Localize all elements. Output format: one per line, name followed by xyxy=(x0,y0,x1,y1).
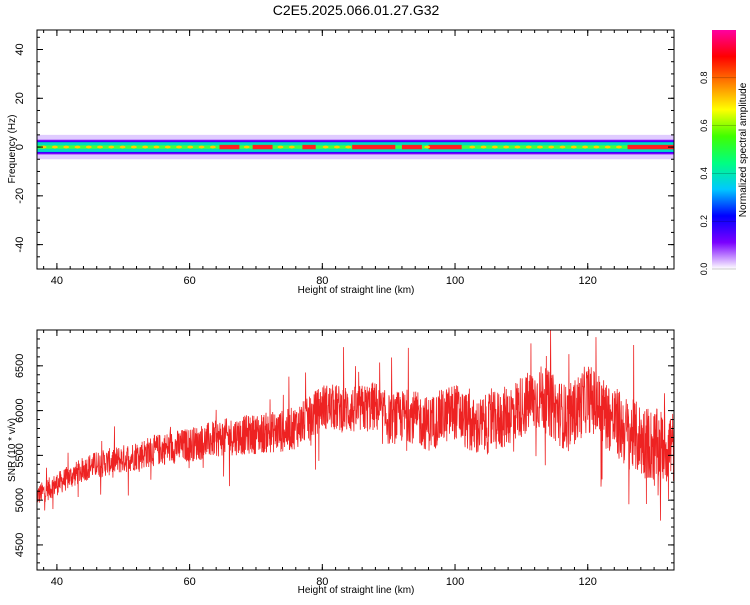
snr-x-ticks: 40 60 80 100 120 xyxy=(43,330,668,588)
band-hotspot xyxy=(525,145,532,149)
band-peak-segment xyxy=(352,144,396,150)
spectrogram-y-tick-label: -20 xyxy=(14,188,26,204)
band-hotspot xyxy=(187,145,194,149)
spectrogram-y-tick-label: 40 xyxy=(14,43,26,55)
band-hotspot xyxy=(288,145,295,149)
band-hotspot xyxy=(142,145,149,149)
band-hotspot xyxy=(97,145,104,149)
band-peak-segment xyxy=(401,144,422,150)
snr-x-axis-label: Height of straight line (km) xyxy=(298,585,415,596)
band-hotspot xyxy=(198,145,205,149)
band-hotspot xyxy=(164,145,171,149)
band-hotspot xyxy=(570,145,577,149)
spectrogram-y-axis-label: Frequency (Hz) xyxy=(7,115,18,184)
spectrogram-y-tick-label: 20 xyxy=(14,92,26,104)
band-hotspot xyxy=(153,145,160,149)
band-hotspot xyxy=(503,145,510,149)
colorbar-tick-label: 0.2 xyxy=(699,215,709,228)
spectrogram-x-tick-label: 80 xyxy=(316,275,328,287)
band-hotspot xyxy=(119,145,126,149)
snr-y-tick-label: 6500 xyxy=(14,354,26,378)
spectrogram-y-ticks: 40 20 0 -20 -40 xyxy=(14,36,674,270)
spectrogram-frame xyxy=(36,29,675,270)
spectrogram-x-tick-label: 60 xyxy=(183,275,195,287)
snr-y-ticks: 4500 5000 5500 6000 6500 xyxy=(14,329,674,564)
band-hotspot xyxy=(548,145,555,149)
colorbar-ticks: 0.0 0.2 0.4 0.6 0.8 xyxy=(699,72,736,276)
band-hotspot xyxy=(593,145,600,149)
band-hotspot xyxy=(85,145,92,149)
colorbar-tick-label: 0.8 xyxy=(699,72,709,85)
spectrogram-y-tick-label: 0 xyxy=(14,144,26,150)
spectrogram-x-tick-label: 40 xyxy=(51,275,63,287)
band-hotspot xyxy=(130,145,137,149)
snr-y-tick-label: 6000 xyxy=(14,398,26,422)
band-hotspot xyxy=(469,145,476,149)
band-hotspot xyxy=(175,145,182,149)
band-hotspot xyxy=(74,145,81,149)
spectrogram-x-tick-label: 100 xyxy=(446,275,464,287)
snr-y-tick-label: 5500 xyxy=(14,443,26,467)
spectrogram-x-tick-label: 120 xyxy=(579,275,597,287)
band-hotspot xyxy=(322,145,329,149)
snr-x-tick-label: 60 xyxy=(183,576,195,588)
snr-x-tick-label: 80 xyxy=(316,576,328,588)
spectrogram-x-axis-label: Height of straight line (km) xyxy=(298,285,415,296)
band-hotspot xyxy=(491,145,498,149)
band-peak-segment xyxy=(428,144,462,150)
colorbar-tick-label: 0.4 xyxy=(699,167,709,180)
snr-x-tick-label: 40 xyxy=(51,576,63,588)
band-peak-segment xyxy=(302,144,316,150)
snr-series-line xyxy=(37,330,674,521)
spectrogram-x-ticks: 40 60 80 100 120 xyxy=(43,30,668,287)
band-hotspot xyxy=(615,145,622,149)
colorbar-gradient xyxy=(712,30,736,269)
band-hotspot xyxy=(277,145,284,149)
band-hotspot xyxy=(559,145,566,149)
band-hotspot xyxy=(480,145,487,149)
band-hotspot xyxy=(51,145,58,149)
colorbar-tick-label: 0.6 xyxy=(699,119,709,132)
band-hotspot xyxy=(243,145,250,149)
band-peak-segment xyxy=(252,144,273,150)
band-hotspot xyxy=(345,145,352,149)
spectrogram-panel: 40 60 80 100 120 40 20 0 -20 -40 Height of strai… xyxy=(7,29,675,296)
chart-title: C2E5.2025.066.01.27.G32 xyxy=(273,2,440,18)
snr-frame xyxy=(36,329,675,571)
band-hotspot xyxy=(63,145,70,149)
snr-y-axis-label: SNR (10 * v/v) xyxy=(7,418,18,482)
colorbar-tick-label: 0.0 xyxy=(699,263,709,276)
band-hotspot xyxy=(108,145,115,149)
band-hotspot xyxy=(514,145,521,149)
colorbar-label: Normalized spectral amplitude xyxy=(738,82,749,217)
snr-y-tick-label: 4500 xyxy=(14,533,26,557)
snr-panel: 40 60 80 100 120 4500 5000 5500 6000 6500 Height… xyxy=(7,329,675,596)
band-hotspot xyxy=(333,145,340,149)
band-hotspot xyxy=(536,145,543,149)
colorbar: 0.0 0.2 0.4 0.6 0.8 Normalized spectral ampl… xyxy=(699,30,749,275)
band-hotspot xyxy=(604,145,611,149)
snr-x-tick-label: 100 xyxy=(446,576,464,588)
snr-y-tick-label: 5000 xyxy=(14,488,26,512)
snr-x-tick-label: 120 xyxy=(579,576,597,588)
band-hotspot xyxy=(582,145,589,149)
spectral-band xyxy=(37,134,674,160)
band-peak-segment xyxy=(219,144,240,150)
band-hotspot xyxy=(40,145,47,149)
band-hotspot xyxy=(209,145,216,149)
band-hotspot xyxy=(424,145,431,149)
band-peak-segment xyxy=(627,144,674,150)
spectrogram-y-tick-label: -40 xyxy=(14,237,26,253)
